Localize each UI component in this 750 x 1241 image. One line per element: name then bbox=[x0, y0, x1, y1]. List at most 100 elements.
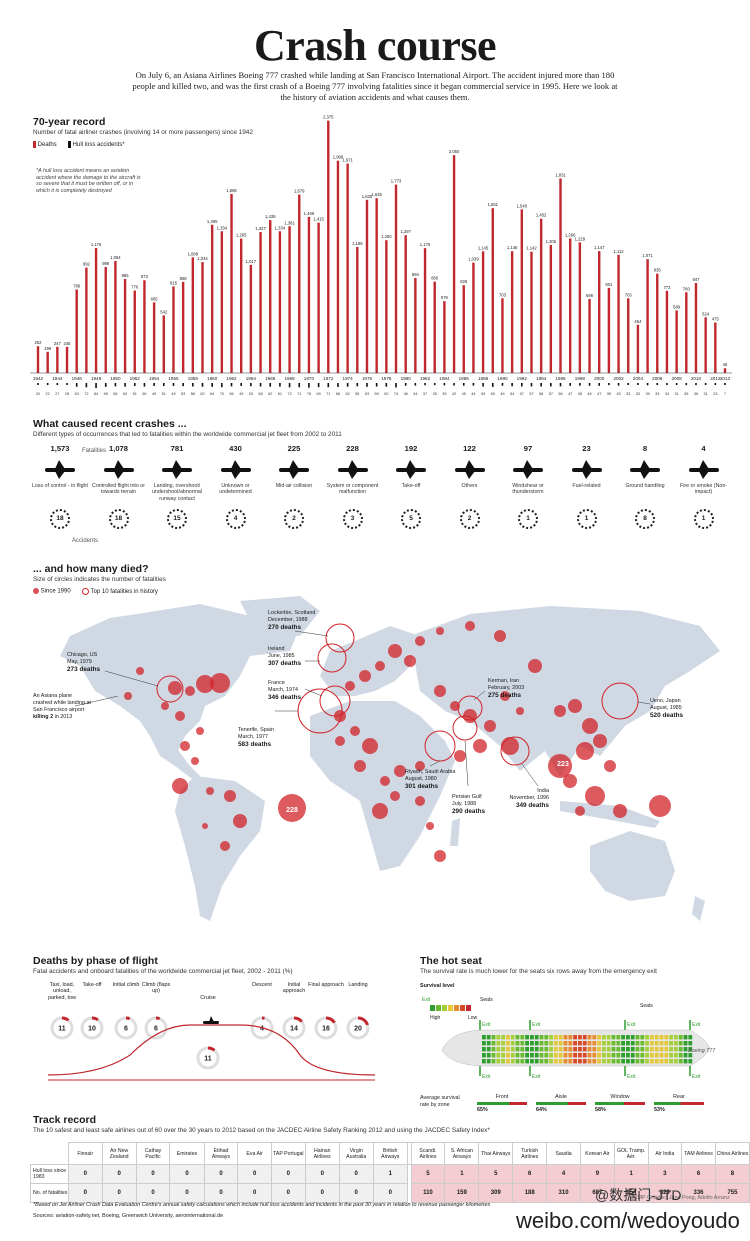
seat bbox=[554, 1047, 558, 1052]
seat bbox=[573, 1035, 577, 1040]
death-bar bbox=[201, 262, 204, 373]
year-tick: 1966 bbox=[265, 376, 276, 381]
hull-value: 63 bbox=[75, 392, 79, 396]
hull-bar bbox=[85, 383, 88, 388]
seat bbox=[563, 1059, 568, 1064]
seat bbox=[578, 1053, 582, 1058]
asiana-note: An Asiana plane crashed while landing at… bbox=[33, 693, 91, 721]
seat bbox=[563, 1041, 568, 1046]
death-value: 1,645 bbox=[371, 192, 382, 197]
south-america bbox=[175, 776, 265, 921]
seat bbox=[558, 1053, 563, 1058]
track-title: Track record bbox=[33, 1114, 97, 1126]
hull-bar bbox=[666, 383, 668, 386]
zone-name: Rear bbox=[673, 1094, 685, 1100]
phase-label: Climb (flaps up) bbox=[141, 982, 171, 995]
seat bbox=[678, 1041, 683, 1046]
seat bbox=[534, 1035, 539, 1040]
death-bar bbox=[65, 346, 69, 373]
hull-value: 70 bbox=[220, 392, 224, 396]
crash-bubble bbox=[404, 655, 416, 667]
phase-title: Deaths by phase of flight bbox=[33, 955, 158, 967]
year-tick: 1946 bbox=[72, 376, 83, 381]
death-bar bbox=[665, 290, 669, 373]
seat bbox=[544, 1035, 549, 1040]
seat bbox=[582, 1053, 587, 1058]
death-bar bbox=[327, 120, 330, 373]
seat bbox=[611, 1059, 616, 1064]
seat bbox=[587, 1035, 592, 1040]
cause-label: Others bbox=[461, 483, 478, 489]
legend-deaths: Deaths bbox=[33, 141, 57, 148]
phase-rings: 11 10 6 6 11 4 14 16 20 bbox=[50, 1016, 370, 1070]
hull-bar bbox=[230, 383, 233, 387]
cause-accidents: 8 bbox=[635, 509, 655, 529]
seat bbox=[630, 1041, 635, 1046]
death-bar bbox=[656, 273, 659, 373]
seat bbox=[664, 1053, 669, 1058]
hull-bar bbox=[182, 383, 184, 387]
crash-bubble bbox=[233, 814, 247, 828]
year-tick: 1974 bbox=[343, 376, 354, 381]
cause-item: 781 Landing, overshoot/ undershoot/abnorm… bbox=[147, 444, 207, 529]
seat bbox=[582, 1059, 587, 1064]
seat bbox=[486, 1053, 491, 1058]
phase-arc bbox=[325, 1016, 336, 1024]
exit-label: Exit bbox=[482, 1022, 491, 1028]
seat bbox=[520, 1059, 525, 1064]
seat bbox=[602, 1059, 606, 1064]
crash-bubble bbox=[180, 741, 190, 751]
page-title: Crash course bbox=[253, 21, 497, 70]
hull-value: 47 bbox=[568, 392, 572, 396]
hull-bar bbox=[56, 383, 59, 385]
seat bbox=[549, 1047, 553, 1052]
callout-date: May, 1979 bbox=[67, 659, 92, 665]
cause-fatalities: 430 bbox=[229, 444, 242, 453]
death-value: 1,146 bbox=[507, 245, 518, 250]
world-map: 228 223 bbox=[60, 596, 720, 921]
seat bbox=[611, 1053, 616, 1058]
hull-bar bbox=[501, 383, 504, 386]
seat bbox=[606, 1059, 611, 1064]
hull-bar bbox=[124, 383, 126, 387]
death-bar bbox=[472, 262, 475, 373]
legend-deaths-swatch bbox=[33, 141, 36, 148]
seat bbox=[587, 1059, 592, 1064]
year-tick: 1962 bbox=[226, 376, 237, 381]
hull-value: 34 bbox=[665, 392, 669, 396]
seat bbox=[515, 1041, 520, 1046]
seat bbox=[640, 1059, 645, 1064]
crash-bubble bbox=[568, 699, 582, 713]
seat bbox=[678, 1035, 683, 1040]
callout-deaths: 349 deaths bbox=[515, 802, 549, 809]
death-bar bbox=[269, 220, 272, 373]
year-tick: 1968 bbox=[284, 376, 295, 381]
crash-bubble bbox=[168, 681, 182, 695]
seat bbox=[496, 1041, 501, 1046]
seat bbox=[659, 1035, 664, 1040]
legend-deaths-label: Deaths bbox=[37, 142, 57, 149]
zone-item: Front 65% bbox=[477, 1094, 527, 1113]
seat bbox=[525, 1053, 529, 1058]
since-label: Since 1990 bbox=[40, 588, 71, 595]
crash-bubbles bbox=[124, 621, 671, 862]
north-america bbox=[60, 604, 300, 751]
hull-value: 23 bbox=[713, 392, 717, 396]
seat bbox=[659, 1047, 664, 1052]
death-bar bbox=[152, 302, 156, 373]
seat bbox=[482, 1047, 486, 1052]
seat bbox=[597, 1053, 601, 1058]
year-tick: 1970 bbox=[304, 376, 315, 381]
table-cell: 4 bbox=[546, 1164, 581, 1184]
airline-header: Korean Air bbox=[579, 1142, 615, 1165]
seat bbox=[626, 1053, 630, 1058]
scale-swatch bbox=[466, 1005, 471, 1011]
year-tick: 1948 bbox=[91, 376, 102, 381]
callout-india: India November, 1996 349 deaths bbox=[507, 788, 549, 809]
hull-bar bbox=[491, 383, 494, 387]
exit-label: Exit bbox=[532, 1022, 541, 1028]
callout-deaths: 307 deaths bbox=[268, 660, 302, 667]
hull-bar bbox=[366, 383, 368, 387]
hull-bar bbox=[424, 383, 426, 386]
